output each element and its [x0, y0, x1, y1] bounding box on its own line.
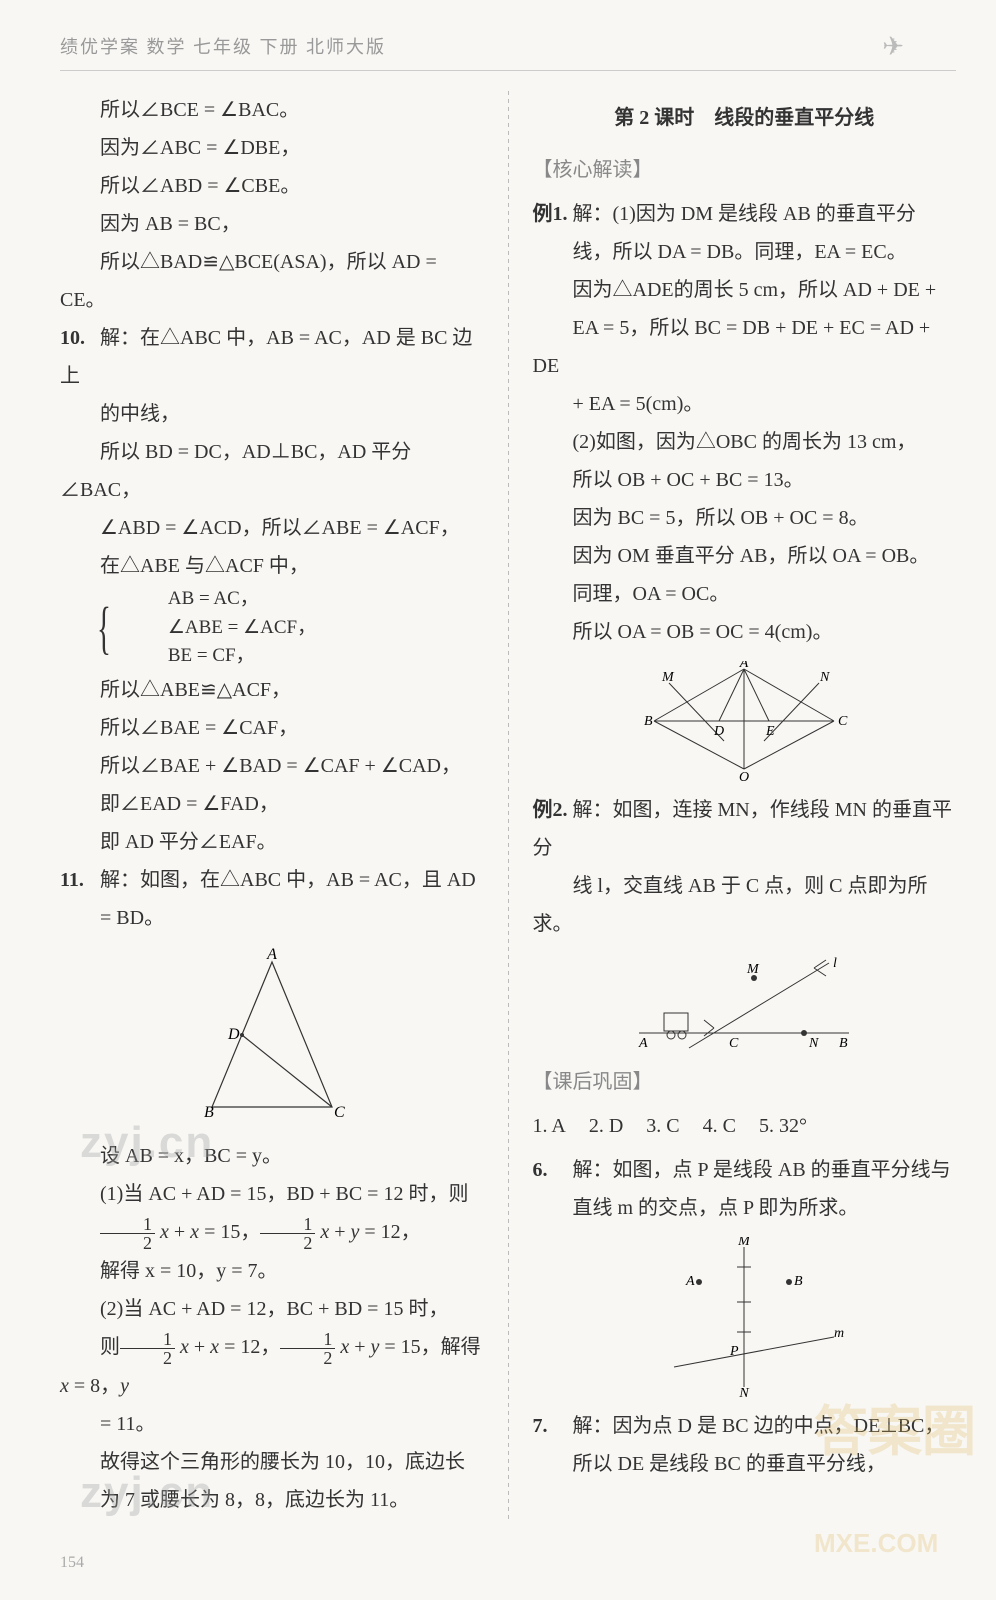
answer-row: 1. A 2. D 3. C 4. C 5. 32° — [533, 1107, 957, 1145]
text-line: 所以∠BCE = ∠BAC。 — [60, 91, 484, 129]
section-heading: 【课后巩固】 — [533, 1063, 957, 1101]
svg-text:B: B — [839, 1036, 848, 1051]
text-line: 因为∠ABC = ∠DBE， — [60, 129, 484, 167]
right-column: 第 2 课时 线段的垂直平分线 【核心解读】 例1. 解：(1)因为 DM 是线… — [533, 91, 957, 1518]
fig2-svg: A B C M N l — [629, 953, 859, 1053]
text-line: 在△ABE 与△ACF 中， { AB = AC， ∠ABE = ∠ACF， B… — [60, 547, 484, 671]
column-divider — [508, 91, 509, 1518]
text-line: 因为 BC = 5，所以 OB + OC = 8。 — [533, 499, 957, 537]
svg-text:M: M — [661, 670, 675, 685]
svg-text:N: N — [819, 670, 830, 685]
problem-number: 7. — [533, 1407, 573, 1445]
example-number: 例2. — [533, 799, 568, 821]
text-line: 因为△ADE的周长 5 cm，所以 AD + DE + — [533, 271, 957, 309]
geometry-figure-2: A B C M N l — [533, 953, 957, 1053]
problem-11: 11.解：如图，在△ABC 中，AB = AC，且 AD — [60, 861, 484, 899]
problem-number: 11. — [60, 861, 100, 899]
svg-text:D: D — [227, 1026, 240, 1043]
text-line: (1)当 AC + AD = 15，BD + BC = 12 时，则 — [60, 1175, 484, 1213]
svg-text:m: m — [834, 1326, 844, 1341]
header-text: 绩优学案 数学 七年级 下册 北师大版 — [60, 37, 386, 57]
text-line: 即 AD 平分∠EAF。 — [60, 823, 484, 861]
text-line: 同理，OA = OC。 — [533, 575, 957, 613]
text-line: (2)当 AC + AD = 12，BC + BD = 15 时， — [60, 1290, 484, 1328]
text-line: 线 l，交直线 AB 于 C 点，则 C 点即为所求。 — [533, 867, 957, 943]
problem-number: 6. — [533, 1151, 573, 1189]
svg-text:C: C — [838, 714, 848, 729]
example-1: 例1. 解：(1)因为 DM 是线段 AB 的垂直平分 — [533, 195, 957, 233]
text-line: + EA = 5(cm)。 — [533, 385, 957, 423]
text-line: 所以 OB + OC + BC = 13。 — [533, 461, 957, 499]
svg-text:M: M — [737, 1237, 751, 1249]
paperplane-icon: ✈ — [882, 22, 906, 71]
text-line: = BD。 — [60, 899, 484, 937]
text-line: 所以 OA = OB = OC = 4(cm)。 — [533, 613, 957, 651]
text-line: 所以△BAD≌△BCE(ASA)，所以 AD = CE。 — [60, 243, 484, 319]
geometry-figure-1: A B C D E M N O — [533, 661, 957, 781]
text-line: 所以△ABE≌△ACF， — [60, 671, 484, 709]
triangle-svg: A B C D — [182, 947, 362, 1127]
text-line: ∠ABD = ∠ACD，所以∠ABE = ∠ACF， — [60, 509, 484, 547]
svg-text:O: O — [739, 770, 749, 781]
text-line: 所以 BD = DC，AD⊥BC，AD 平分∠BAC， — [60, 433, 484, 509]
triangle-figure: A B C D — [60, 947, 484, 1127]
problem-10: 10.解：在△ABC 中，AB = AC，AD 是 BC 边上 — [60, 319, 484, 395]
svg-text:D: D — [713, 724, 724, 739]
example-2: 例2. 解：如图，连接 MN，作线段 MN 的垂直平分 — [533, 791, 957, 867]
section-heading: 【核心解读】 — [533, 151, 957, 189]
text-line: 因为 OM 垂直平分 AB，所以 OA = OB。 — [533, 537, 957, 575]
corner-watermark: 答案圈 MXE.COM — [814, 1381, 976, 1586]
cases-bracket: { AB = AC， ∠ABE = ∠ACF， BE = CF， — [60, 585, 316, 671]
problem-number: 10. — [60, 319, 100, 357]
svg-text:E: E — [765, 724, 775, 739]
text-line: 故得这个三角形的腰长为 10，10，底边长 — [60, 1443, 484, 1481]
text-line: 因为 AB = BC， — [60, 205, 484, 243]
svg-text:A: A — [638, 1036, 648, 1051]
text-line: 所以∠BAE + ∠BAD = ∠CAF + ∠CAD， — [60, 747, 484, 785]
problem-6: 6.解：如图，点 P 是线段 AB 的垂直平分线与 — [533, 1151, 957, 1189]
svg-text:B: B — [204, 1104, 214, 1121]
fig3-svg: M A B P N m — [644, 1237, 844, 1397]
text-line: EA = 5，所以 BC = DB + DE + EC = AD + DE — [533, 309, 957, 385]
text-line: 直线 m 的交点，点 P 即为所求。 — [533, 1189, 957, 1227]
svg-text:P: P — [729, 1344, 739, 1359]
svg-text:C: C — [334, 1104, 345, 1121]
text-line: 则12 x + x = 12，12 x + y = 15，解得 x = 8，y — [60, 1328, 484, 1405]
text-line: 即∠EAD = ∠FAD， — [60, 785, 484, 823]
svg-text:N: N — [808, 1036, 819, 1051]
geometry-figure-3: M A B P N m — [533, 1237, 957, 1397]
text-line: 12 x + x = 15，12 x + y = 12， — [60, 1213, 484, 1252]
page-header: 绩优学案 数学 七年级 下册 北师大版 ✈ — [60, 30, 956, 71]
svg-text:N: N — [739, 1386, 750, 1397]
text-line: = 11。 — [60, 1405, 484, 1443]
example-number: 例1. — [533, 203, 568, 225]
text-line: 所以∠ABD = ∠CBE。 — [60, 167, 484, 205]
svg-text:A: A — [266, 947, 277, 963]
svg-text:A: A — [739, 661, 749, 671]
svg-text:A: A — [685, 1274, 695, 1289]
lesson-title: 第 2 课时 线段的垂直平分线 — [533, 99, 957, 137]
page-number: 154 — [60, 1548, 84, 1578]
text-line: 为 7 或腰长为 8，8，底边长为 11。 — [60, 1481, 484, 1519]
fig1-svg: A B C D E M N O — [634, 661, 854, 781]
two-column-layout: 所以∠BCE = ∠BAC。 因为∠ABC = ∠DBE， 所以∠ABD = ∠… — [60, 91, 956, 1518]
text-line: 所以∠BAE = ∠CAF， — [60, 709, 484, 747]
svg-text:M: M — [746, 962, 760, 977]
left-column: 所以∠BCE = ∠BAC。 因为∠ABC = ∠DBE， 所以∠ABD = ∠… — [60, 91, 484, 1518]
text-line: 的中线， — [60, 395, 484, 433]
text-line: 线，所以 DA = DB。同理，EA = EC。 — [533, 233, 957, 271]
svg-text:l: l — [833, 956, 837, 971]
svg-text:B: B — [794, 1274, 803, 1289]
svg-text:B: B — [644, 714, 653, 729]
svg-text:C: C — [729, 1036, 739, 1051]
text-line: (2)如图，因为△OBC 的周长为 13 cm， — [533, 423, 957, 461]
text-line: 设 AB = x，BC = y。 — [60, 1137, 484, 1175]
text-line: 解得 x = 10，y = 7。 — [60, 1252, 484, 1290]
